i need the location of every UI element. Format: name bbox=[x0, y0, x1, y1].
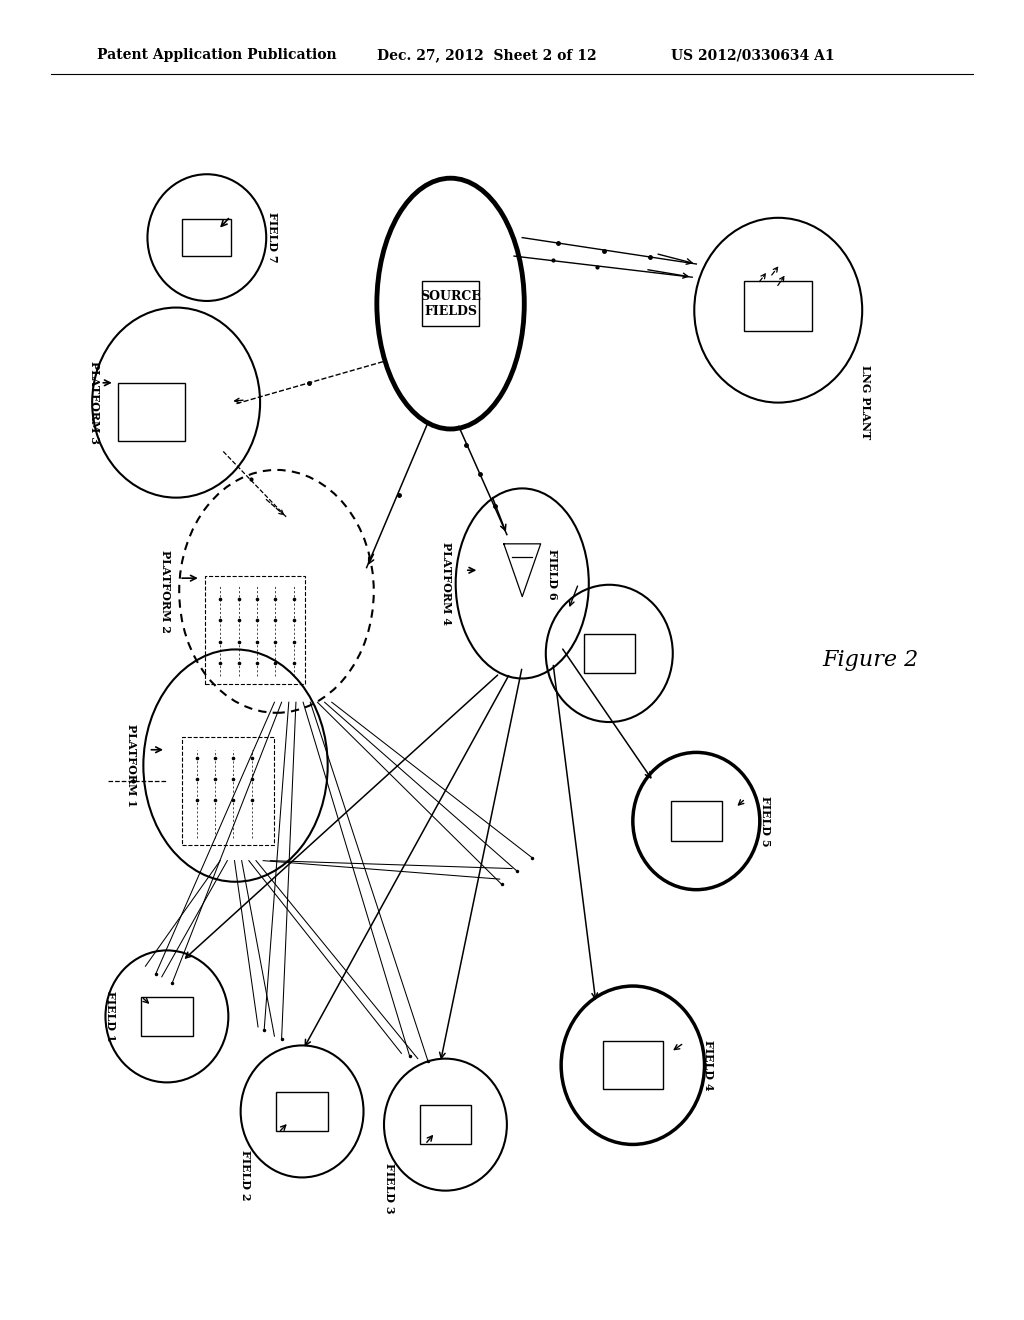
Text: FIELD 5: FIELD 5 bbox=[761, 796, 771, 846]
Bar bbox=[276, 1092, 328, 1131]
Text: PLATFORM 2: PLATFORM 2 bbox=[161, 550, 171, 632]
Text: US 2012/0330634 A1: US 2012/0330634 A1 bbox=[671, 49, 835, 62]
Bar bbox=[182, 737, 274, 845]
Text: LNG PLANT: LNG PLANT bbox=[860, 366, 870, 440]
Text: PLATFORM 3: PLATFORM 3 bbox=[89, 362, 99, 444]
Text: PLATFORM 1: PLATFORM 1 bbox=[126, 725, 136, 807]
Bar bbox=[671, 801, 722, 841]
Text: SOURCE
FIELDS: SOURCE FIELDS bbox=[420, 289, 481, 318]
Text: FIELD 1: FIELD 1 bbox=[105, 991, 116, 1041]
Bar bbox=[182, 219, 231, 256]
Bar bbox=[118, 383, 184, 441]
Text: FIELD 2: FIELD 2 bbox=[241, 1150, 251, 1200]
Bar bbox=[422, 281, 478, 326]
Bar bbox=[603, 1041, 663, 1089]
Bar bbox=[744, 281, 812, 331]
Text: PLATFORM 4: PLATFORM 4 bbox=[441, 543, 452, 624]
Bar bbox=[141, 997, 193, 1036]
Text: FIELD 7: FIELD 7 bbox=[267, 213, 278, 263]
Bar bbox=[205, 576, 305, 684]
Bar bbox=[420, 1105, 471, 1144]
Text: FIELD 4: FIELD 4 bbox=[703, 1040, 714, 1090]
Bar bbox=[584, 634, 635, 673]
Text: Figure 2: Figure 2 bbox=[822, 649, 919, 671]
Text: FIELD 3: FIELD 3 bbox=[384, 1163, 394, 1213]
Text: Patent Application Publication: Patent Application Publication bbox=[97, 49, 337, 62]
Text: FIELD 6: FIELD 6 bbox=[548, 549, 558, 599]
Text: Dec. 27, 2012  Sheet 2 of 12: Dec. 27, 2012 Sheet 2 of 12 bbox=[377, 49, 596, 62]
